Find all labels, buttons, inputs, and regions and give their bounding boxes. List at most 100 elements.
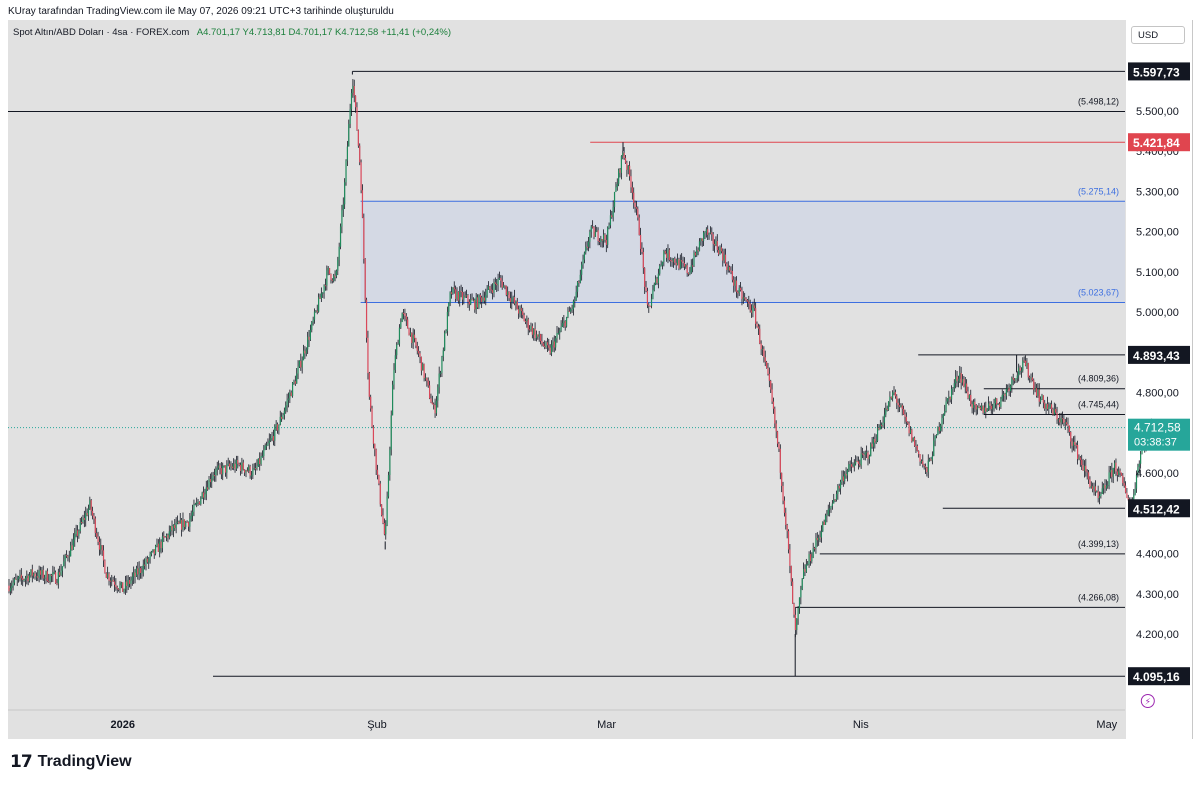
candle-body: [364, 259, 366, 300]
candle-body: [737, 291, 739, 294]
candle-body: [993, 403, 995, 409]
axis-badge-label: 4.893,43: [1133, 349, 1180, 363]
candle-body: [808, 554, 810, 564]
candle-body: [1019, 367, 1021, 371]
currency-selector[interactable]: USD: [1131, 26, 1185, 44]
candle-body: [690, 265, 692, 273]
candle-body: [833, 499, 835, 504]
candle-body: [944, 411, 946, 415]
candle-body: [546, 342, 549, 346]
candle-body: [550, 344, 553, 354]
candle-body: [78, 531, 80, 536]
candle-body: [200, 498, 202, 505]
candle-body: [1105, 485, 1107, 489]
candle-body: [572, 300, 575, 309]
candle-body: [485, 295, 487, 301]
candle-body: [135, 568, 138, 577]
candle-body: [156, 543, 158, 547]
candle-body: [881, 425, 883, 427]
candle-body: [186, 521, 188, 523]
candle-body: [211, 478, 213, 483]
candle-body: [946, 398, 949, 402]
candle-body: [1042, 395, 1044, 403]
time-tick-label: Şub: [367, 719, 387, 731]
candle-body: [945, 401, 947, 412]
candle-body: [1001, 395, 1003, 400]
candle-body: [1070, 432, 1072, 442]
candle-body: [800, 589, 802, 598]
candle-body: [209, 479, 211, 483]
candle-body: [381, 504, 383, 516]
candle-body: [981, 405, 983, 410]
candle-body: [271, 436, 273, 439]
candle-body: [1057, 419, 1060, 421]
candle-body: [1066, 422, 1068, 425]
candle-body: [1140, 453, 1142, 464]
candle-body: [1071, 441, 1073, 446]
candle-body: [711, 232, 713, 235]
candle-body: [392, 384, 394, 416]
candle-body: [59, 572, 61, 576]
candle-body: [452, 287, 454, 294]
candle-body: [1096, 491, 1098, 493]
candle-body: [709, 232, 712, 234]
candle-body: [918, 450, 920, 455]
candle-body: [252, 469, 254, 476]
candle-body: [35, 576, 37, 578]
candle-body: [15, 578, 17, 580]
candle-body: [428, 385, 431, 399]
candle-body: [560, 326, 562, 331]
candle-body: [590, 226, 592, 232]
candle-body: [501, 280, 503, 288]
candle-body: [68, 556, 70, 558]
candle-body: [1026, 363, 1028, 366]
candle-body: [300, 360, 302, 368]
candle-body: [767, 368, 769, 374]
level-label-6: (4.809,36): [1078, 374, 1119, 384]
candle-body: [781, 472, 783, 486]
price-chart[interactable]: (5.498,12) (5.275,14) (5.023,67) (4.809,36)…: [8, 20, 1192, 739]
candle-body: [474, 300, 476, 310]
chart-area[interactable]: (5.498,12) (5.275,14) (5.023,67) (4.809,36)…: [8, 20, 1193, 739]
candle-body: [79, 522, 81, 532]
lightning-icon: ⚡: [1145, 698, 1151, 708]
candle-body: [818, 537, 820, 541]
candle-body: [664, 251, 666, 254]
candle-body: [866, 452, 868, 454]
candle-body: [126, 581, 128, 586]
chart-attribution: KUray tarafından TradingView.com ile May…: [8, 6, 394, 17]
candle-body: [185, 521, 187, 527]
candle-body: [953, 383, 955, 389]
candle-body: [766, 361, 768, 369]
candle-body: [190, 515, 192, 519]
candle-body: [109, 580, 111, 582]
candle-body: [1059, 419, 1061, 423]
candle-body: [731, 270, 733, 280]
candle-body: [1133, 494, 1135, 500]
candle-body: [659, 265, 661, 274]
candle-body: [479, 294, 481, 298]
candle-body: [674, 258, 676, 263]
time-tick-label: Mar: [597, 719, 616, 731]
candle-body: [609, 215, 612, 226]
candle-body: [872, 438, 875, 447]
candle-body: [771, 389, 773, 402]
candle-body: [142, 564, 144, 573]
candle-body: [642, 251, 644, 269]
candle-body: [1030, 377, 1032, 379]
candle-body: [683, 263, 686, 267]
candle-body: [752, 305, 754, 313]
candle-body: [90, 500, 92, 511]
candle-body: [154, 546, 157, 554]
candle-body: [1052, 409, 1054, 415]
candle-body: [463, 295, 465, 300]
candle-body: [693, 252, 695, 266]
candle-body: [1107, 485, 1109, 487]
candle-body: [734, 280, 736, 286]
candle-body: [49, 574, 51, 582]
candle-body: [531, 326, 533, 335]
candle-body: [567, 310, 569, 317]
candle-body: [490, 289, 492, 291]
candle-body: [850, 464, 853, 467]
candle-body: [955, 376, 957, 384]
